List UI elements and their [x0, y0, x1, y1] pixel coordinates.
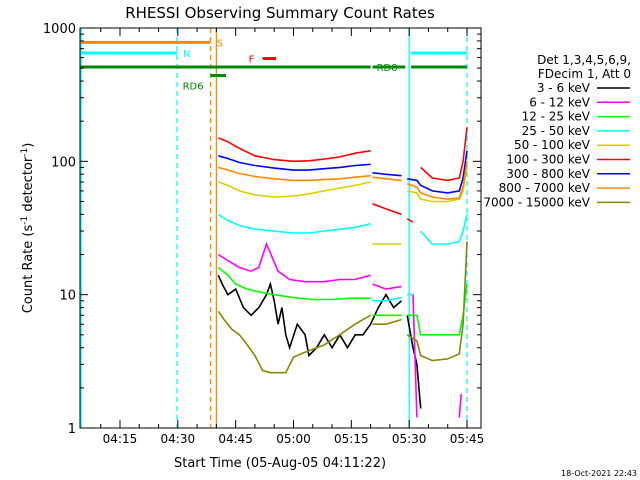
- series-5-part-2: [406, 218, 414, 223]
- legend-label-1: 6 - 12 keV: [529, 95, 591, 109]
- legend-label-4: 50 - 100 keV: [514, 138, 591, 152]
- legend-header-line2: FDecim 1, Att 0: [538, 67, 631, 81]
- legend-header-line1: Det 1,3,4,5,6,9,: [537, 53, 631, 67]
- x-tick-label-1: 04:30: [161, 432, 196, 446]
- x-axis-label: Start Time (05-Aug-05 04:11:22): [174, 456, 386, 471]
- series-1-part-1: [372, 283, 402, 290]
- series-1-part-3: [458, 393, 462, 418]
- legend-label-6: 300 - 800 keV: [506, 167, 590, 181]
- series-5-part-0: [217, 137, 371, 163]
- series-2-part-2: [407, 284, 468, 336]
- x-tick-label-4: 05:15: [334, 432, 369, 446]
- series-4-part-0: [218, 181, 371, 198]
- series-8-part-2: [406, 241, 468, 362]
- series-7-part-0: [218, 166, 371, 182]
- series-5-part-3: [420, 127, 468, 182]
- x-tick-label-0: 04:15: [103, 432, 138, 446]
- series-8-part-0: [217, 310, 371, 374]
- legend-label-8: 7000 - 15000 keV: [483, 195, 590, 209]
- series-7-part-1: [372, 176, 402, 182]
- legend: Det 1,3,4,5,6,9, FDecim 1, Att 0 3 - 6 k…: [483, 53, 631, 209]
- y-tick-label-2: 100: [51, 155, 76, 170]
- series-6-part-2: [407, 150, 468, 194]
- y-tick-label-0: 1: [68, 422, 76, 437]
- flag-label-F: F: [249, 55, 255, 66]
- x-tick-label-2: 04:45: [218, 432, 253, 446]
- series-6-part-0: [218, 155, 371, 171]
- series-3-part-0: [217, 213, 371, 234]
- series-5-part-1: [372, 203, 402, 216]
- flag-label-N: N: [183, 49, 190, 60]
- y-tick-label-3: 1000: [43, 22, 76, 37]
- series-3-part-3: [420, 214, 468, 245]
- series-2-part-0: [217, 266, 371, 301]
- legend-label-0: 3 - 6 keV: [537, 81, 591, 95]
- legend-label-2: 12 - 25 keV: [522, 110, 591, 124]
- plot-area: S N RD8 RD6 F: [80, 28, 468, 428]
- x-tick-label-3: 05:00: [276, 432, 311, 446]
- flag-label-RD8: RD8: [377, 63, 398, 74]
- axes: 04:15 04:30 04:45 05:00 05:15 05:30 05:45 1 10 10…: [43, 22, 484, 446]
- legend-label-7: 800 - 7000 keV: [499, 181, 591, 195]
- flag-label-S: S: [217, 38, 223, 49]
- series-3-part-1: [372, 296, 402, 302]
- plot-frame: [79, 27, 482, 429]
- legend-label-5: 100 - 300 keV: [506, 153, 590, 167]
- series-4-part-2: [407, 167, 468, 203]
- series-6-part-1: [372, 172, 402, 177]
- y-axis-label: Count Rate (s-1 detector-1): [20, 143, 36, 314]
- x-tick-label-6: 05:45: [450, 432, 485, 446]
- legend-label-3: 25 - 50 keV: [522, 124, 591, 138]
- flag-label-RD6: RD6: [183, 82, 204, 93]
- x-tick-label-5: 05:30: [392, 432, 427, 446]
- chart-title: RHESSI Observing Summary Count Rates: [125, 4, 435, 22]
- series-0-part-0: [217, 274, 403, 358]
- y-tick-label-1: 10: [59, 289, 76, 304]
- series-1-part-0: [217, 241, 371, 283]
- footer-date: 18-Oct-2021 22:43: [561, 469, 637, 478]
- series-7-part-2: [406, 161, 468, 201]
- series-8-part-1: [372, 318, 402, 325]
